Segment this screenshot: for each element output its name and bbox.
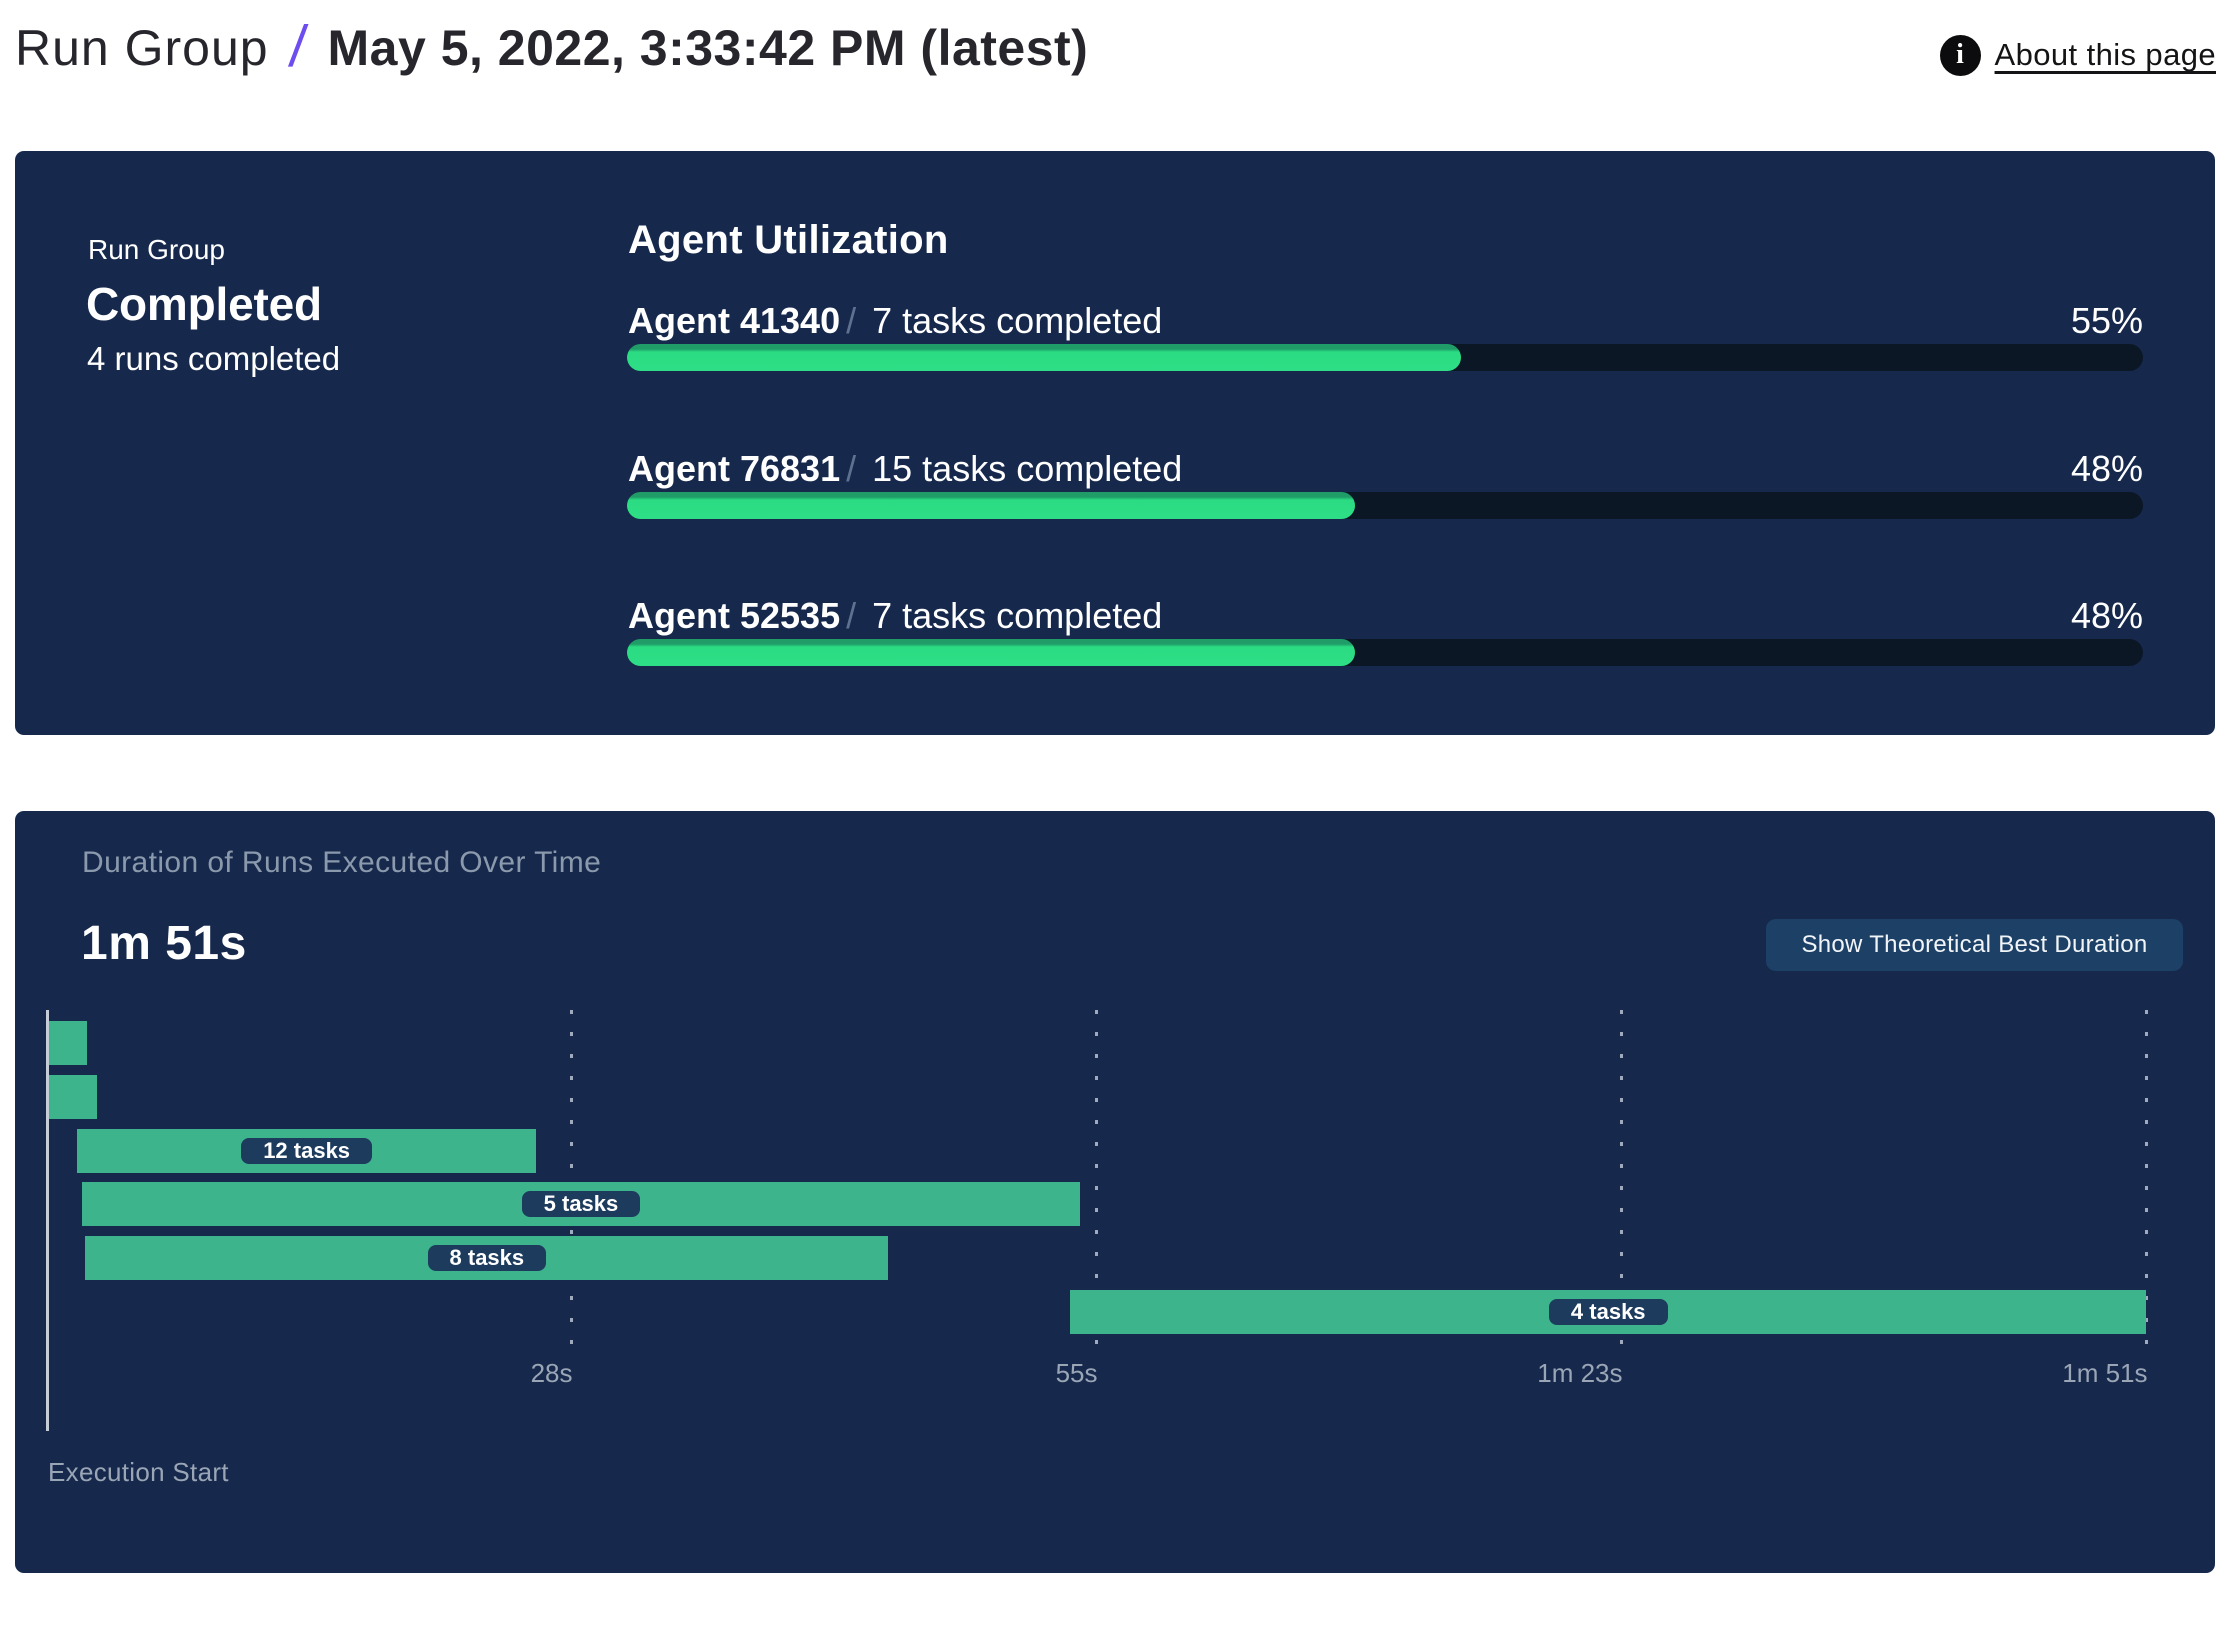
gantt-run-bar[interactable] [49,1021,88,1065]
agent-utilization-bar-track [627,639,2143,666]
agent-row: Agent 41340/ 7 tasks completed 55% [627,299,2143,385]
agent-tasks-completed: 15 tasks completed [862,447,1183,489]
page-header: Run Group / May 5, 2022, 3:33:42 PM (lat… [0,0,2240,120]
runs-completed-summary: 4 runs completed [87,340,341,377]
gantt-gridline [1095,1010,1098,1353]
about-this-page[interactable]: i About this page [1939,33,2216,77]
agent-utilization-section: Agent Utilization Agent 41340/ 7 tasks c… [627,151,2143,735]
execution-start-axis-line [46,1010,49,1431]
agent-label-separator: / [846,595,857,636]
gantt-run-bar-task-count: 5 tasks [521,1191,641,1218]
breadcrumb-separator: / [286,14,311,79]
agent-utilization-percent: 48% [2070,595,2143,636]
info-icon: i [1939,34,1981,76]
breadcrumb-current-run: May 5, 2022, 3:33:42 PM (latest) [327,20,1089,76]
gantt-tick-label: 1m 23s [1537,1358,1623,1388]
duration-card: Duration of Runs Executed Over Time 1m 5… [15,811,2215,1573]
agent-row-label: Agent 76831/ 15 tasks completed [628,447,1182,491]
agent-utilization-bar-track [627,491,2143,519]
total-duration-value: 1m 51s [81,917,247,970]
gantt-run-bar-task-count: 8 tasks [427,1245,547,1272]
agent-tasks-completed: 7 tasks completed [862,300,1163,341]
run-group-status-card: Run Group Completed 4 runs completed Age… [15,151,2215,735]
agent-name: Agent 76831 [628,447,841,489]
agent-row: Agent 52535/ 7 tasks completed 48% [627,594,2143,680]
duration-gantt-chart: Execution Start 28s 55s 1m 23s 1m 51s 12 tas… [15,811,2215,1573]
agent-label-separator: / [846,447,857,489]
about-this-page-link[interactable]: About this page [1994,37,2216,72]
gantt-run-bar[interactable]: 8 tasks [85,1236,889,1281]
agent-utilization-heading: Agent Utilization [628,218,949,262]
agent-utilization-bar-track [627,344,2143,371]
breadcrumb: Run Group / May 5, 2022, 3:33:42 PM (lat… [15,14,1089,79]
agent-row-label: Agent 52535/ 7 tasks completed [628,594,1162,638]
gantt-tick-label: 28s [530,1358,573,1388]
gantt-gridline [570,1010,573,1353]
gantt-tick-label: 55s [1055,1358,1098,1388]
agent-utilization-bar-fill [627,491,1355,519]
show-theoretical-best-duration-button[interactable]: Show Theoretical Best Duration [1766,919,2183,971]
gantt-run-bar-task-count: 12 tasks [241,1137,373,1164]
agent-label-separator: / [846,300,857,341]
gantt-run-bar[interactable]: 5 tasks [81,1182,1081,1227]
duration-chart-title: Duration of Runs Executed Over Time [82,846,602,879]
gantt-tick-label: 1m 51s [2062,1358,2148,1388]
run-group-status: Completed [86,278,322,330]
agent-name: Agent 41340 [628,300,841,341]
gantt-run-bar-task-count: 4 tasks [1548,1299,1668,1325]
agent-row-label: Agent 41340/ 7 tasks completed [628,299,1162,343]
breadcrumb-run-group[interactable]: Run Group [15,20,269,76]
agent-utilization-percent: 48% [2070,447,2143,489]
gantt-gridline [1620,1010,1623,1353]
agent-utilization-bar-fill [627,344,1461,371]
gantt-gridline [2145,1010,2148,1353]
agent-tasks-completed: 7 tasks completed [862,595,1163,636]
agent-utilization-percent: 55% [2070,300,2143,341]
agent-row: Agent 76831/ 15 tasks completed 48% [627,447,2143,533]
run-group-label: Run Group [88,234,225,265]
gantt-run-bar[interactable]: 4 tasks [1070,1290,2147,1334]
agent-name: Agent 52535 [628,595,841,636]
gantt-run-bar[interactable]: 12 tasks [76,1128,537,1173]
agent-utilization-bar-fill [627,639,1355,666]
execution-start-label: Execution Start [48,1457,229,1487]
gantt-run-bar[interactable] [49,1074,97,1119]
